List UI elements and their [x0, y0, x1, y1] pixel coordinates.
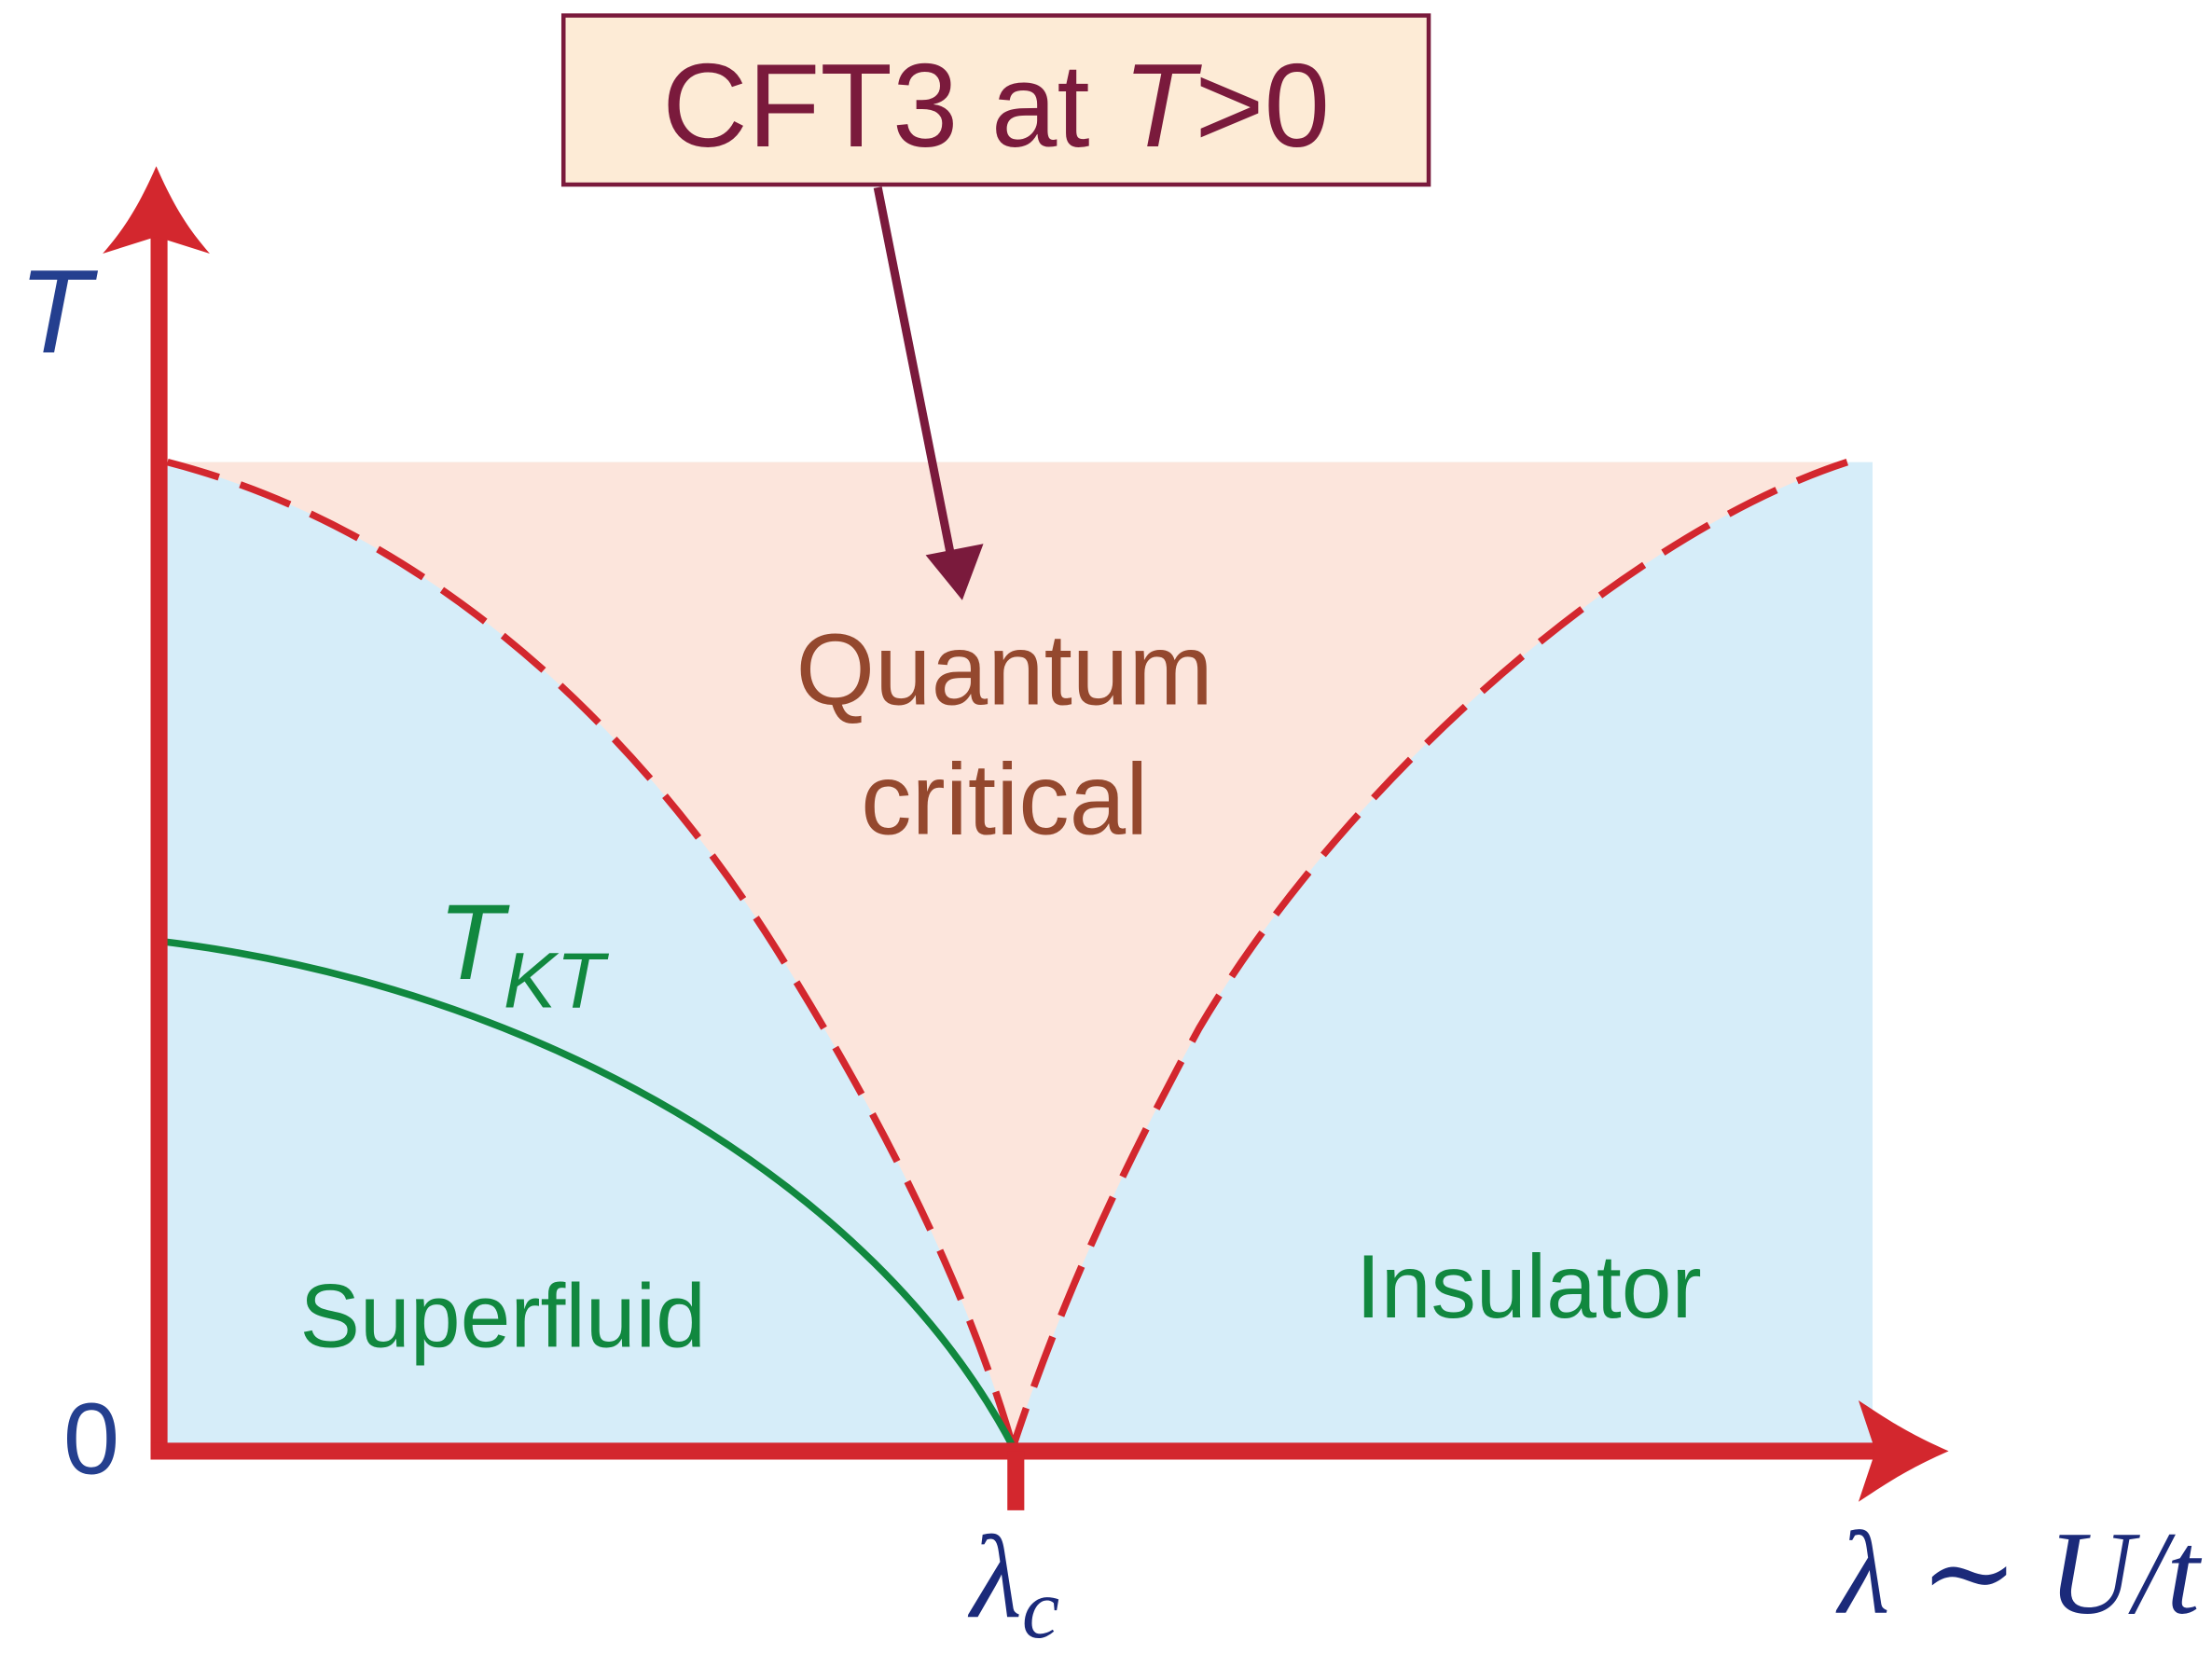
annotation-arrow: [873, 186, 956, 558]
annotation-suffix: >0: [1195, 39, 1330, 172]
kt-line: [159, 937, 1016, 1449]
crossover-left: [166, 458, 1016, 1448]
critical-subscript: c: [1022, 1562, 1059, 1654]
kt-label: TKT: [438, 883, 610, 1024]
critical-label: λc: [967, 1513, 1059, 1654]
insulator-label: Insulator: [1356, 1236, 1702, 1337]
y-axis-label: T: [19, 245, 99, 378]
annotation-box: [560, 13, 1431, 187]
quantum-critical-line1: Quantum: [795, 614, 1212, 727]
annotation-main: CFT3 at: [662, 39, 1123, 172]
quantum-critical-line2: critical: [861, 744, 1148, 857]
kt-subscript: KT: [504, 935, 609, 1024]
critical-symbol: λ: [967, 1513, 1022, 1644]
annotation-text: CFT3 at T>0: [662, 39, 1330, 172]
origin-label: 0: [63, 1384, 120, 1496]
kt-symbol: T: [438, 883, 510, 1002]
superfluid-label: Superfluid: [300, 1266, 706, 1367]
y-arrow: [103, 166, 210, 254]
crossover-right: [1009, 459, 1848, 1449]
annotation-arrowhead: [925, 544, 984, 600]
annotation-variable: T: [1123, 39, 1203, 172]
x-arrow: [1858, 1400, 1949, 1502]
x-axis-label: λ ∼ U/t: [1835, 1509, 2203, 1639]
